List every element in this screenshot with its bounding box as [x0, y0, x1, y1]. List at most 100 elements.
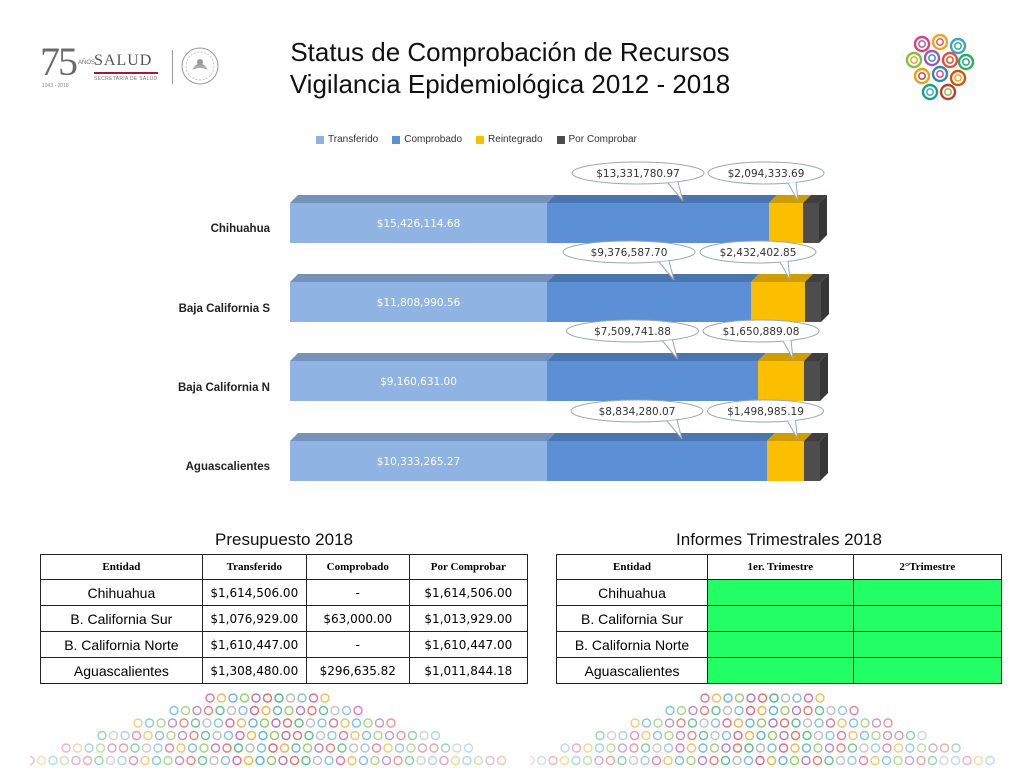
cell-entidad: Aguascalientes: [555, 657, 709, 684]
decor-dot: [871, 730, 881, 741]
decor-dot: [744, 730, 755, 741]
decor-dot: [338, 730, 349, 741]
decor-dot: [407, 730, 418, 741]
decor-dot: [733, 730, 743, 741]
logo-75-years: 1943 - 2018: [42, 83, 69, 89]
logo-inner-circle: [936, 38, 944, 46]
decor-dot: [722, 705, 733, 716]
decor-dot: [302, 743, 313, 753]
data-label-transferido: $9,160,631.00: [380, 376, 457, 388]
col-header-transferido: Transferido: [201, 554, 307, 580]
cell-transferido: $1,610,447.00: [201, 631, 307, 658]
decor-dot: [814, 718, 824, 728]
decor-dot: [893, 743, 904, 753]
cell-comprobado: -: [305, 631, 410, 658]
decor-dot: [769, 693, 779, 703]
decor-dot: [337, 743, 347, 753]
decor-dot: [722, 718, 732, 728]
cell-entidad: B. California Sur: [555, 605, 709, 632]
decor-dot: [131, 730, 142, 741]
logo-75-anos: 75 AÑOS 1943 - 2018: [40, 39, 95, 90]
decor-dot: [353, 705, 363, 716]
decor-dot: [778, 743, 789, 753]
logo-circle: [949, 69, 967, 87]
decor-dot: [664, 730, 674, 741]
decor-dot: [117, 755, 127, 766]
decor-dot: [571, 743, 582, 753]
legend-label: Transferido: [328, 134, 379, 145]
decor-dot: [259, 718, 270, 728]
decor-dot: [396, 730, 406, 741]
decor-dot: [373, 730, 383, 741]
data-label-comprobado: $13,331,780.97: [596, 168, 680, 180]
decor-dot: [755, 755, 765, 766]
data-label-comprobado: $7,509,741.88: [594, 326, 671, 338]
decor-dot: [664, 718, 675, 728]
decor-dot: [235, 730, 245, 741]
decor-dot: [756, 718, 767, 728]
decor-dot: [324, 755, 334, 766]
col-header-por-comprobar: Por Comprobar: [408, 554, 529, 580]
decor-dot: [779, 730, 789, 741]
decor-dot: [766, 755, 777, 766]
logo-75-number: 75: [40, 39, 78, 84]
decor-dot: [192, 705, 202, 716]
decor-dot: [560, 743, 570, 753]
data-label-reintegrado: $2,432,402.85: [720, 247, 797, 259]
decor-dot: [427, 755, 438, 766]
decor-dot: [394, 743, 405, 753]
logo-circle: [957, 53, 975, 71]
decor-dot: [605, 755, 616, 766]
decor-dot: [450, 755, 461, 766]
decor-dot: [166, 730, 176, 741]
decor-dot: [617, 755, 627, 766]
decor-dot: [232, 755, 242, 766]
decor-dot: [318, 705, 329, 716]
decor-dot: [108, 730, 119, 741]
decor-dot: [320, 693, 330, 703]
decor-dot: [118, 743, 129, 753]
bar-comprobado-top: [547, 274, 759, 282]
decor-dot: [825, 730, 835, 741]
decor-dot: [835, 755, 846, 766]
decor-dot: [266, 755, 277, 766]
table-row: Aguascalientes: [555, 657, 1003, 684]
decor-dot: [327, 730, 337, 741]
decor-dot: [917, 730, 927, 741]
decor-dot: [297, 693, 307, 703]
decor-dot: [675, 743, 685, 753]
bar-por-comprobar: [803, 203, 819, 243]
decor-dot: [393, 755, 403, 766]
decor-dot: [279, 743, 290, 753]
decor-dot: [220, 755, 231, 766]
decor-dot: [301, 755, 311, 766]
decor-dot: [837, 718, 847, 728]
decor-dot: [284, 705, 294, 716]
decor-dot: [697, 755, 708, 766]
callout-pointer: [779, 260, 791, 281]
decor-dot: [281, 730, 291, 741]
cell-transferido: $1,076,929.00: [201, 605, 307, 632]
decor-dot: [143, 730, 153, 741]
decor-dot: [595, 730, 605, 741]
colored-circles-logo-icon: [902, 33, 976, 104]
decor-dot: [803, 705, 813, 716]
logo-circle: [905, 51, 923, 69]
decor-dot: [860, 718, 870, 728]
callout-pointer: [782, 339, 794, 360]
logo-inner-circle: [954, 42, 962, 50]
callout-bubble: [566, 319, 699, 343]
callout-bubble: [707, 161, 825, 185]
decor-dot: [778, 755, 788, 766]
decor-dot: [61, 743, 71, 753]
decorative-dot-pattern-left: [30, 693, 507, 766]
decor-dot: [371, 743, 382, 753]
chart-legend: Transferido Comprobado Reintegrado Por C…: [316, 134, 637, 145]
salud-subtitle: SECRETARÍA DE SALUD: [94, 76, 158, 82]
decor-dot: [95, 743, 106, 753]
decor-dot: [130, 743, 140, 753]
bar-por-comprobar-side: [819, 195, 827, 243]
decor-dot: [618, 730, 628, 741]
decor-dot: [215, 705, 225, 716]
decor-dot: [202, 718, 212, 728]
